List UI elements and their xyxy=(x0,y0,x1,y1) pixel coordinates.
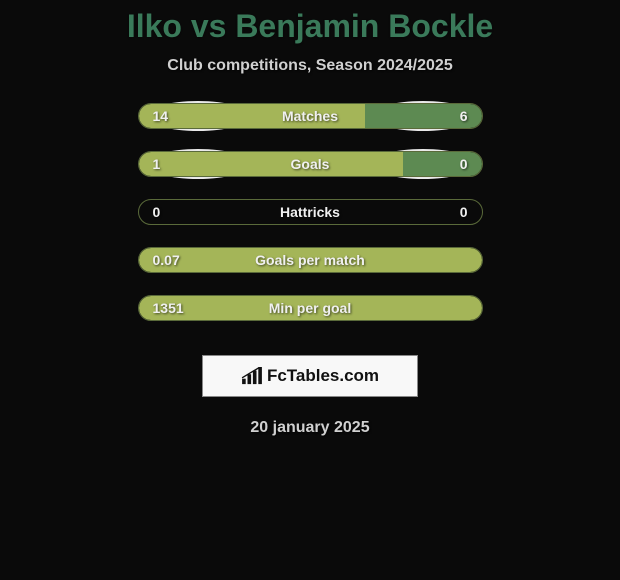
stat-row: 0 Hattricks 0 xyxy=(138,199,483,225)
stat-value-right: 0 xyxy=(460,204,468,220)
stat-value-left: 0 xyxy=(153,204,161,220)
bar-chart-icon xyxy=(241,367,263,385)
stat-label: Matches xyxy=(282,108,338,124)
page-subtitle: Club competitions, Season 2024/2025 xyxy=(167,57,452,75)
stat-value-left: 1351 xyxy=(153,300,184,316)
stat-row: 1351 Min per goal xyxy=(138,295,483,321)
main-container: Ilko vs Benjamin Bockle Club competition… xyxy=(0,0,620,437)
stats-area: 14 Matches 6 1 Goals 0 0 Hattricks 0 0.07 Goals pe… xyxy=(138,103,483,343)
stat-value-left: 1 xyxy=(153,156,161,172)
stat-label: Goals xyxy=(291,156,330,172)
stat-label: Goals per match xyxy=(255,252,365,268)
logo-box[interactable]: FcTables.com xyxy=(202,355,418,397)
stat-value-right: 0 xyxy=(460,156,468,172)
stat-row: 14 Matches 6 xyxy=(138,103,483,129)
stat-row-wrapper: 14 Matches 6 xyxy=(138,103,483,129)
stat-row-wrapper: 0 Hattricks 0 xyxy=(138,199,483,225)
bar-left xyxy=(139,152,403,176)
stat-value-left: 0.07 xyxy=(153,252,180,268)
logo-label: FcTables.com xyxy=(267,366,379,386)
stat-row: 0.07 Goals per match xyxy=(138,247,483,273)
page-title: Ilko vs Benjamin Bockle xyxy=(127,8,493,45)
stat-label: Min per goal xyxy=(269,300,351,316)
stat-label: Hattricks xyxy=(280,204,340,220)
stat-row: 1 Goals 0 xyxy=(138,151,483,177)
logo-content: FcTables.com xyxy=(241,366,379,386)
stat-value-left: 14 xyxy=(153,108,169,124)
stat-row-wrapper: 0.07 Goals per match xyxy=(138,247,483,273)
stat-row-wrapper: 1 Goals 0 xyxy=(138,151,483,177)
bar-right xyxy=(403,152,482,176)
stat-value-right: 6 xyxy=(460,108,468,124)
stat-row-wrapper: 1351 Min per goal xyxy=(138,295,483,321)
date-label: 20 january 2025 xyxy=(250,419,369,437)
